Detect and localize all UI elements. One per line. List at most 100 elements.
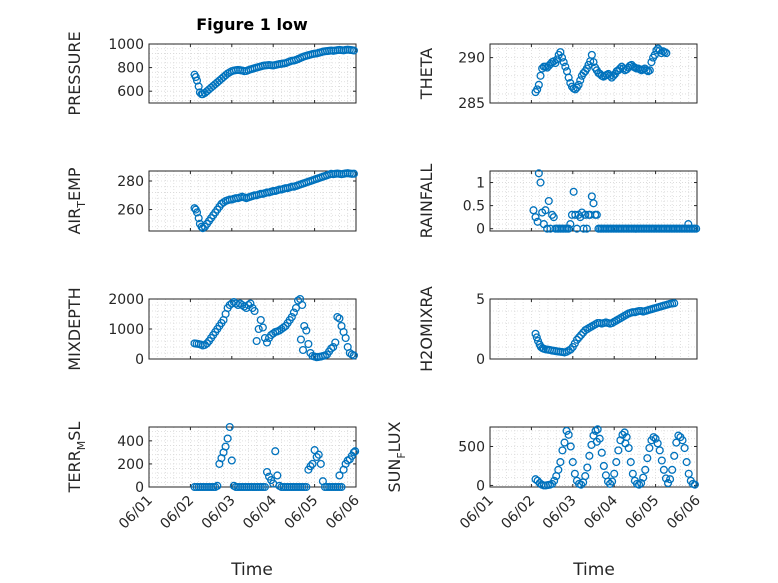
data-point (614, 446, 623, 455)
data-point (589, 58, 598, 67)
subplot-6: 0 5 H2OMIXRA (417, 286, 698, 372)
y-axis-label: THETA (417, 48, 436, 100)
data-point (641, 465, 650, 474)
y-axis-label: SUNFLUX (385, 421, 408, 492)
y-axis-label: MIXDEPTH (65, 287, 84, 370)
data-point (682, 458, 691, 467)
y-tick-label: 800 (117, 61, 144, 77)
data-point (335, 471, 344, 480)
data-point (668, 465, 677, 474)
data-point (279, 323, 288, 332)
data-point (576, 213, 585, 222)
data-point (246, 299, 255, 308)
data-point (298, 300, 307, 310)
data-point (534, 169, 543, 178)
data-point (576, 76, 585, 85)
data-point (589, 431, 598, 440)
subplot-7: 0 200 400 TERRMSL 06/01 06/02 06/03 06/04 06/05 0… (65, 422, 363, 533)
data-point (659, 465, 668, 474)
y-tick-label: 0.5 (463, 199, 485, 215)
y-axis-label: PRESSURE (65, 31, 84, 115)
subplot-2: 285 290 THETA (417, 43, 698, 112)
data-point (663, 479, 673, 488)
data-point (296, 335, 305, 344)
data-point (566, 345, 575, 354)
data-point (566, 220, 575, 229)
x-tick-label: 06/03 (540, 493, 580, 533)
data-point (562, 426, 571, 435)
data-point (252, 336, 261, 346)
data-point (250, 306, 259, 316)
x-axis-label-left: Time (230, 560, 273, 580)
data-point (670, 299, 679, 308)
y-tick-label: 0 (135, 480, 144, 496)
data-point (626, 458, 635, 467)
data-point (349, 46, 358, 55)
data-point (566, 442, 575, 451)
y-axis-label: H2OMIXRA (417, 286, 436, 372)
data-point (582, 224, 591, 233)
data-point (262, 338, 272, 347)
x-tick-label: 06/06 (323, 492, 363, 532)
y-tick-label: 0 (476, 478, 485, 494)
x-tick-label: 06/02 (498, 493, 538, 533)
axes-box (148, 43, 357, 104)
data-point (335, 314, 344, 323)
x-tick-label: 06/05 (282, 493, 322, 533)
y-tick-label: 0 (476, 222, 485, 238)
y-tick-label: 0 (135, 352, 144, 368)
data-point (541, 206, 550, 215)
y-axis-label: TERRMSL (65, 422, 88, 494)
subplot-5: 0 1000 2000 MIXDEPTH (65, 287, 358, 371)
data-point (649, 433, 658, 442)
data-point (536, 178, 545, 187)
data-point (289, 308, 298, 317)
data-point (314, 450, 323, 459)
axes-box (489, 298, 698, 360)
data-point (298, 345, 308, 355)
axes-box (148, 426, 357, 488)
subplot-4: 0 0.5 1 RAINFALL (417, 164, 701, 238)
data-point (559, 58, 568, 67)
data-point (194, 214, 203, 223)
data-point (554, 465, 563, 474)
data-point (556, 48, 565, 57)
figure-title: Figure 1 low (196, 15, 308, 34)
data-point (574, 80, 583, 89)
x-tick-label: 06/06 (664, 492, 704, 532)
data-point (692, 224, 701, 233)
data-point (653, 439, 662, 448)
y-axis-label: AIRTEMP (65, 167, 88, 234)
data-point (657, 456, 666, 465)
x-tick-label: 06/02 (157, 493, 197, 533)
axes-box (489, 426, 698, 488)
data-point (670, 451, 679, 460)
data-point (271, 447, 280, 456)
data-point (674, 431, 683, 440)
data-point (592, 437, 601, 446)
data-point (349, 448, 358, 457)
data-point (287, 312, 296, 322)
data-point (666, 475, 675, 484)
subplot-3: 260 280 AIRTEMP (65, 167, 358, 235)
data-point (684, 469, 693, 478)
data-point (221, 442, 230, 451)
data-point (690, 480, 699, 489)
data-point (597, 448, 606, 457)
data-point (549, 213, 558, 222)
data-point (213, 481, 222, 490)
data-point (599, 461, 608, 471)
data-point (612, 458, 621, 467)
data-point (536, 71, 545, 80)
data-point (548, 210, 557, 219)
data-point (593, 425, 602, 434)
data-point (558, 446, 567, 455)
data-point (606, 71, 615, 80)
subplot-1: 600 800 1000 PRESSURE (65, 31, 358, 116)
data-point (543, 224, 552, 233)
subplot-8: 0 500 SUNFLUX 06/01 06/02 06/03 06/04 06/05 06/0… (385, 421, 704, 532)
data-point (544, 196, 553, 206)
data-point (194, 82, 203, 91)
data-point (532, 333, 541, 342)
